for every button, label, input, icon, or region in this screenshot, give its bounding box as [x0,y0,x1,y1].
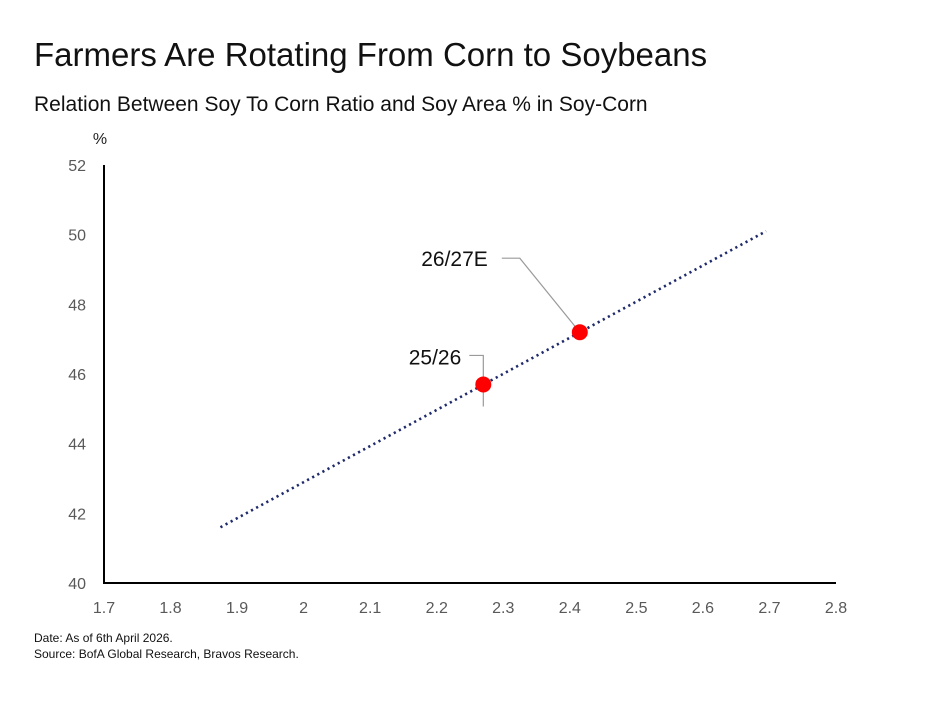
chart-subtitle: Relation Between Soy To Corn Ratio and S… [34,93,648,116]
trendline [219,230,767,529]
x-tick-label: 2.8 [825,600,847,617]
data-points: 25/26 26/27E [409,248,588,407]
subtitle-container: Relation Between Soy To Corn Ratio and S… [34,90,732,120]
y-tick-label: 40 [68,576,86,593]
y-axis-ticks: 40 42 44 46 48 50 52 [68,158,86,593]
x-tick-label: 2.1 [359,600,381,617]
x-tick-label: 2 [299,600,308,617]
footer-source: Source: BofA Global Research, Bravos Res… [34,647,299,661]
x-tick-label: 2.5 [625,600,647,617]
footer-notes: Date: As of 6th April 2026. Source: BofA… [34,630,299,662]
x-tick-label: 1.9 [226,600,248,617]
x-tick-label: 1.7 [93,600,115,617]
y-tick-label: 46 [68,367,86,384]
trendline-group [219,230,767,529]
y-tick-label: 52 [68,158,86,175]
x-tick-label: 2.4 [559,600,581,617]
x-tick-label: 2.7 [758,600,780,617]
x-tick-label: 2.2 [426,600,448,617]
point-25-26 [475,376,492,393]
chart-title: Farmers Are Rotating From Corn to Soybea… [34,36,708,73]
y-tick-label: 42 [68,506,86,523]
y-tick-label: 48 [68,297,86,314]
title-container: Farmers Are Rotating From Corn to Soybea… [34,34,732,76]
axes [103,165,836,584]
x-axis-ticks: 1.7 1.8 1.9 2 2.1 2.2 2.3 2.4 2.5 2.6 2.7 2.8 [93,600,847,617]
point-label-25-26: 25/26 [409,346,462,369]
point-26-27e [571,324,588,341]
leader-line-26-27e [501,257,581,333]
x-tick-label: 2.6 [692,600,714,617]
point-label-26-27e: 26/27E [421,248,488,271]
y-tick-label: 44 [68,437,86,454]
y-tick-label: 50 [68,228,86,245]
x-tick-label: 2.3 [492,600,514,617]
footer-date: Date: As of 6th April 2026. [34,631,173,645]
x-tick-label: 1.8 [159,600,181,617]
y-axis-unit-label: % [93,131,107,148]
